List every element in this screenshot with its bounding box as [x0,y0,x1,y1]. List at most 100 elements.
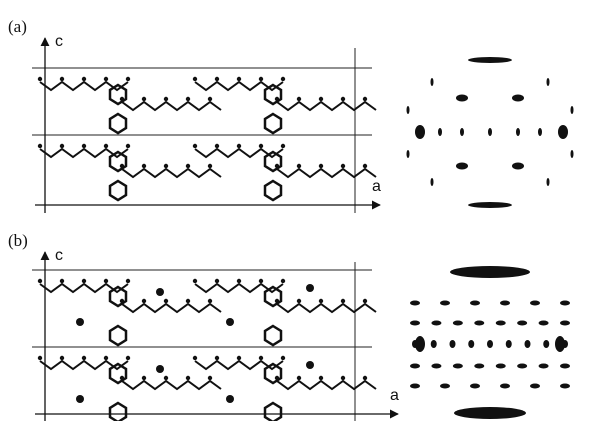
atom [82,279,86,283]
diffraction-spot [407,106,410,114]
atom [164,299,168,303]
atom [281,356,285,360]
atom [237,144,241,148]
atom [82,77,86,81]
atom [104,279,108,283]
atom [142,376,146,380]
diffraction-spot [431,364,441,369]
atom [82,356,86,360]
diffraction-spot [410,321,420,326]
ion [156,288,164,296]
atom [319,299,323,303]
atom [142,97,146,101]
atom [208,164,212,168]
atom [363,164,367,168]
atom [38,144,42,148]
atom [38,77,42,81]
diffraction-spot [431,321,441,326]
atom [275,97,279,101]
diffraction-spot [470,301,480,306]
atom [193,144,197,148]
atom [120,164,124,168]
diffraction-spot [560,364,570,369]
atom [259,356,263,360]
atom [104,77,108,81]
diffraction-spot [543,340,549,348]
atom [297,299,301,303]
atom [341,376,345,380]
diffraction-spot [431,78,434,86]
molecule-chain [277,381,376,389]
diffraction-spot [539,364,549,369]
diffraction-spot [547,178,550,186]
diffraction-spot [407,150,410,158]
atom [60,356,64,360]
diffraction-spot [560,301,570,306]
atom [120,299,124,303]
molecule-chain [122,102,221,110]
molecule-chain [122,381,221,389]
atom [363,97,367,101]
atom [341,97,345,101]
diffraction-arc [450,266,530,278]
diffraction-spot [539,321,549,326]
diffraction-spot [555,336,565,352]
atom [237,279,241,283]
atom [215,279,219,283]
atom [208,299,212,303]
diffraction-spot [450,340,456,348]
molecule-ring [265,364,281,383]
diffraction-spot [506,340,512,348]
molecule-ring [265,152,281,171]
molecule-ring [110,364,126,383]
atom [297,97,301,101]
atom [341,299,345,303]
diffraction-spot [525,340,531,348]
molecule-ring [265,181,281,200]
diffraction-spot [517,364,527,369]
molecule-ring [110,181,126,200]
diffraction-spot [440,301,450,306]
axis-label: c [55,247,63,264]
ion [156,365,164,373]
molecule-ring [265,114,281,133]
atom [142,299,146,303]
atom [60,77,64,81]
atom [126,356,130,360]
diffraction-spot [538,128,542,136]
diffraction-spot [410,301,420,306]
atom [215,144,219,148]
diffraction-spot [468,340,474,348]
figure: (a)ca(b)ca [0,0,590,421]
atom [193,279,197,283]
diffraction-spot [456,163,468,170]
molecule-ring [265,403,281,421]
diffraction-spot [410,384,420,389]
diffraction-pattern [410,266,570,419]
atom [82,144,86,148]
ion [226,318,234,326]
diffraction-spot [517,321,527,326]
atom [297,164,301,168]
diffraction-spot [500,384,510,389]
diffraction-spot [488,128,492,136]
molecule-ring [110,85,126,104]
ion [306,284,314,292]
atom [275,164,279,168]
diffraction-spot [460,128,464,136]
atom [126,279,130,283]
panel-label: (a) [8,17,27,36]
atom [186,97,190,101]
atom [38,279,42,283]
ion [306,361,314,369]
diffraction-spot [516,128,520,136]
atom [319,97,323,101]
diffraction-spot [560,321,570,326]
diffraction-pattern [407,57,574,208]
atom [281,77,285,81]
atom [104,144,108,148]
ion [226,395,234,403]
atom [237,356,241,360]
diffraction-spot [560,384,570,389]
atom [164,376,168,380]
